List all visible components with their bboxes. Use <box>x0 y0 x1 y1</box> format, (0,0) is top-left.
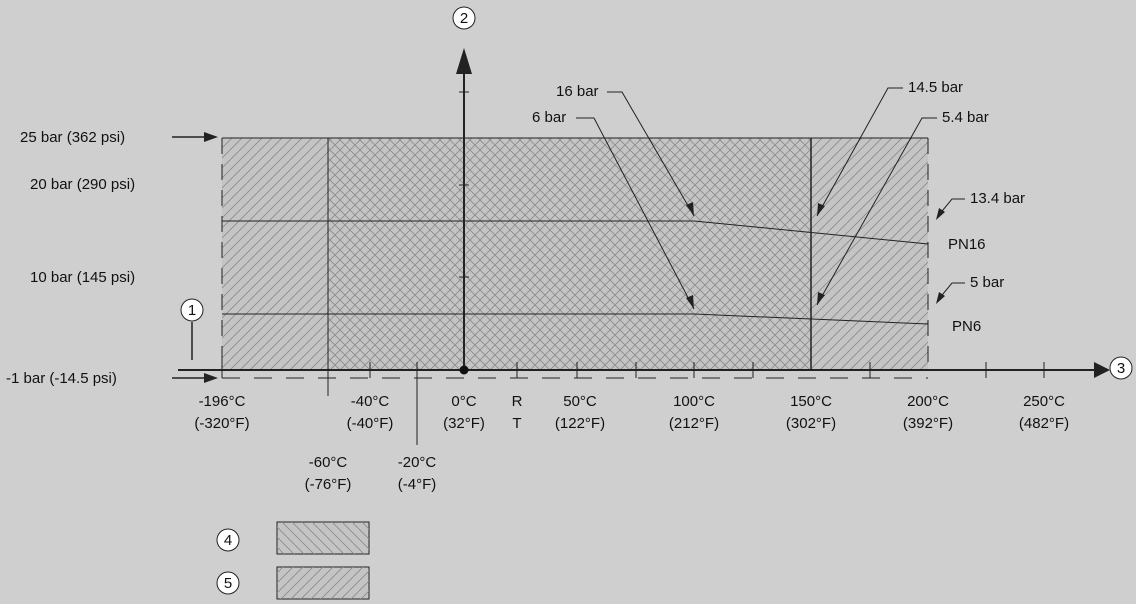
pressure-axis-ticks <box>459 91 469 278</box>
temperature-axis-ticks <box>221 362 1045 445</box>
callout-3: 3 <box>1109 356 1133 380</box>
annotation-5-bar: 5 bar <box>970 274 1004 291</box>
pressure-axis-arrowhead <box>456 48 472 74</box>
temp-label-c: -196°C <box>199 393 246 410</box>
annotation-13-4-bar: 13.4 bar <box>970 190 1025 207</box>
pressure-label-10: 10 bar (145 psi) <box>30 269 135 286</box>
temp-label-f: (-4°F) <box>398 476 437 493</box>
annotation-6-bar: 6 bar <box>532 109 566 126</box>
pressure-label-min: -1 bar (-14.5 psi) <box>6 370 117 387</box>
temp-label-c: 50°C <box>563 393 597 410</box>
pn16-label: PN16 <box>948 236 986 253</box>
temp-label-f: (122°F) <box>555 415 605 432</box>
temp-label-c: 0°C <box>451 393 476 410</box>
pn16-curve <box>222 220 929 245</box>
annotation-16-bar: 16 bar <box>556 83 599 100</box>
svg-text:2: 2 <box>460 10 468 27</box>
svg-text:5: 5 <box>224 575 232 592</box>
temp-label-c: -40°C <box>351 393 390 410</box>
leader-16-bar <box>607 91 695 217</box>
temp-label-c: 250°C <box>1023 393 1065 410</box>
legend-item-5: 5 <box>216 566 370 600</box>
temperature-labels: -196°C (-320°F) -40°C (-40°F) 0°C (32°F)… <box>194 393 1069 432</box>
temp-label-c: R <box>512 393 523 410</box>
temp-label-c: 150°C <box>790 393 832 410</box>
annotation-5-4-bar: 5.4 bar <box>942 109 989 126</box>
temp-label-f: (-320°F) <box>194 415 249 432</box>
pressure-label-25: 25 bar (362 psi) <box>20 129 125 146</box>
inner-crosshatched-region <box>328 138 811 370</box>
temp-label-c: -20°C <box>398 454 437 471</box>
leader-6-bar <box>576 117 695 310</box>
temp-label-f: (-40°F) <box>347 415 394 432</box>
temp-label-c: 100°C <box>673 393 715 410</box>
lower-temperature-labels: -60°C (-76°F) -20°C (-4°F) <box>305 454 437 493</box>
temp-label-f: T <box>512 415 521 432</box>
svg-text:1: 1 <box>188 302 196 319</box>
temp-label-f: (482°F) <box>1019 415 1069 432</box>
temp-label-f: (392°F) <box>903 415 953 432</box>
temp-label-f: (-76°F) <box>305 476 352 493</box>
leader-5-bar <box>937 282 965 301</box>
temp-label-f: (302°F) <box>786 415 836 432</box>
origin-dot <box>459 365 469 375</box>
pn6-label: PN6 <box>952 318 981 335</box>
pn6-curve <box>222 313 929 325</box>
svg-text:4: 4 <box>224 532 232 549</box>
annotation-14-5-bar: 14.5 bar <box>908 79 963 96</box>
temp-label-f: (32°F) <box>443 415 485 432</box>
temperature-axis-arrowhead <box>1094 362 1110 378</box>
leader-13-4-bar <box>937 198 965 217</box>
temp-label-f: (212°F) <box>669 415 719 432</box>
pressure-label-20: 20 bar (290 psi) <box>30 176 135 193</box>
svg-text:3: 3 <box>1117 360 1125 377</box>
temp-label-c: -60°C <box>309 454 348 471</box>
legend-item-4: 4 <box>216 521 370 555</box>
leader-5-4-bar <box>816 117 937 306</box>
temp-label-c: 200°C <box>907 393 949 410</box>
leader-14-5-bar <box>816 87 903 217</box>
callout-2: 2 <box>452 6 476 30</box>
callout-1: 1 <box>180 298 204 322</box>
